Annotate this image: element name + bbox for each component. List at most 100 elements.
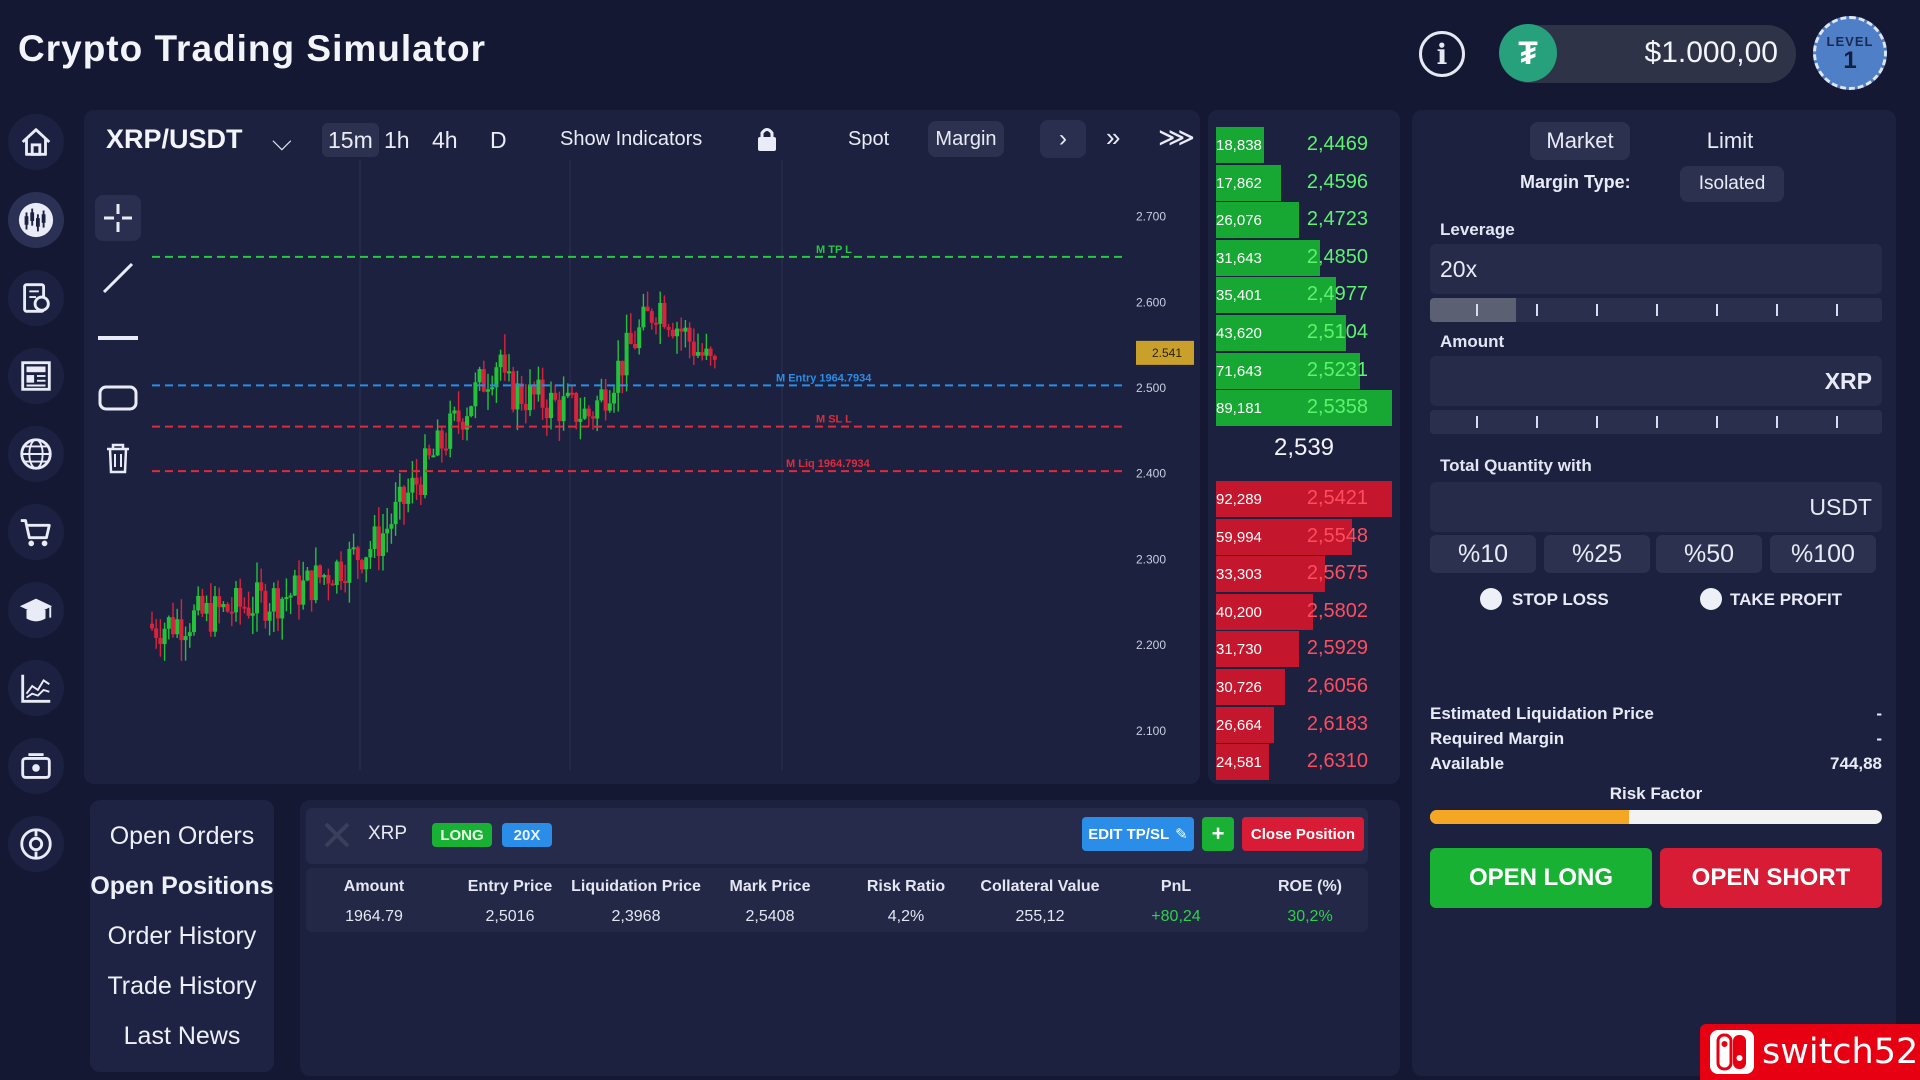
bid-row[interactable]: 40,200 2,5802 [1216,593,1392,630]
timeframe-4h[interactable]: 4h [432,127,458,153]
candle-body [221,604,226,608]
tab-open-orders[interactable]: Open Orders [109,822,255,850]
bid-row[interactable]: 30,726 2,6056 [1216,669,1392,705]
percent-50-button[interactable]: %50 [1656,535,1762,573]
ask-qty: 89,181 [1216,400,1262,418]
ask-row[interactable]: 18,838 2,4469 [1216,127,1392,163]
ask-row[interactable]: 17,862 2,4596 [1216,164,1392,201]
horizontal-line-icon[interactable] [95,315,141,361]
exchange-icon[interactable] [8,738,64,794]
ask-row[interactable]: 26,076 2,4723 [1216,202,1392,239]
tab-open-positions[interactable]: Open Positions [90,872,274,900]
candle-body [586,408,591,417]
ask-row[interactable]: 31,643 2,4850 [1216,239,1392,276]
double-chevron-icon[interactable]: » [1106,122,1121,152]
amount-slider[interactable] [1430,410,1882,434]
bid-row[interactable]: 24,581 2,6310 [1216,744,1392,781]
portfolio-icon[interactable] [8,270,64,326]
cart-icon[interactable] [8,504,64,560]
slider-tick [1536,416,1538,428]
position-column-value: 1964.79 [345,908,403,925]
percent-100-button[interactable]: %100 [1770,535,1876,573]
margin-type-select[interactable]: Isolated [1680,166,1784,202]
candle-body [162,628,167,645]
ask-row[interactable]: 71,643 2,5231 [1216,352,1392,389]
stop-loss-radio[interactable] [1480,588,1502,610]
tab-last-news[interactable]: Last News [123,1022,241,1050]
next-arrow-button[interactable]: › [1040,120,1086,158]
rectangle-icon[interactable] [95,375,141,421]
candle-body [679,328,684,332]
candle-body [603,389,608,411]
leverage-slider[interactable] [1430,298,1882,322]
bid-row[interactable]: 33,303 2,5675 [1216,556,1392,593]
open-long-button[interactable]: OPEN LONG [1430,848,1652,908]
bid-depth-bar [1216,744,1269,781]
bid-depth-bar [1216,593,1313,630]
trendline-icon[interactable] [95,255,141,301]
info-icon[interactable]: i [1419,31,1465,77]
ask-row[interactable]: 89,181 2,5358 [1216,390,1392,427]
ask-row[interactable]: 43,620 2,5104 [1216,315,1392,351]
candle-body [343,581,348,584]
chart-grid [359,160,783,770]
candle-body [456,410,461,422]
candle-body [234,588,238,613]
crosshair-icon[interactable] [95,195,141,241]
candle-body [288,595,293,598]
pair-selector[interactable]: XRP/USDT [106,124,243,154]
candle-body [259,582,264,591]
lock-icon[interactable] [756,126,778,157]
leverage-input[interactable]: 20x [1430,244,1882,294]
tab-trade-history[interactable]: Trade History [107,972,257,1000]
current-price-tag [1136,340,1194,365]
candle-body [654,322,658,325]
open-short-button[interactable]: OPEN SHORT [1660,848,1882,908]
percent-10-button[interactable]: %10 [1430,535,1536,573]
home-icon[interactable] [8,114,64,170]
candlestick-chart[interactable]: M TP L M Entry 1964.7934 M SL L M Liq 1964.… [140,160,1196,780]
bid-row[interactable]: 59,994 2,5548 [1216,518,1392,555]
limit-tab[interactable]: Limit [1706,128,1754,153]
timeframe-d[interactable]: D [490,127,507,153]
total-quantity-input[interactable]: USDT [1430,482,1882,532]
level-badge[interactable]: LEVEL 1 [1813,16,1887,90]
spot-tab[interactable]: Spot [848,128,890,150]
bid-row[interactable]: 26,664 2,6183 [1216,706,1392,743]
ask-qty: 35,401 [1216,287,1262,305]
timeframe-1h[interactable]: 1h [384,127,410,153]
show-indicators-button[interactable]: Show Indicators [560,128,703,150]
globe-icon[interactable] [8,426,64,482]
timeframe-15m[interactable]: 15m [322,123,379,157]
candle-body [204,603,209,614]
margin-tab[interactable]: Margin [928,121,1004,157]
ask-depth-bar [1216,127,1264,163]
chart-icon[interactable] [8,192,64,248]
tab-order-history[interactable]: Order History [107,922,257,950]
add-margin-button[interactable]: + [1202,817,1234,851]
candle-body [292,575,297,596]
ask-price: 2,5358 [1306,396,1368,419]
close-position-button[interactable]: Close Position [1242,817,1364,851]
bid-row[interactable]: 92,289 2,5421 [1216,481,1392,517]
news-icon[interactable] [8,348,64,404]
chevron-down-icon[interactable]: ⌵ [272,126,292,156]
market-tab[interactable]: Market [1530,122,1630,160]
candle-body [641,306,646,328]
academy-icon[interactable] [8,582,64,638]
bid-qty: 31,730 [1216,641,1262,659]
candle-body [431,455,436,458]
percent-25-button[interactable]: %25 [1544,535,1650,573]
position-column-value: 255,12 [1015,908,1065,925]
leverage-slider-fill [1430,298,1516,322]
candle-body [276,588,280,619]
edit-tpsl-button[interactable]: EDIT TP/SL ✎ [1082,817,1194,851]
take-profit-radio[interactable] [1700,588,1722,610]
trash-icon[interactable] [95,435,141,481]
bid-row[interactable]: 31,730 2,5929 [1216,631,1392,668]
amount-input[interactable]: XRP [1430,356,1882,406]
analytics-icon[interactable] [8,660,64,716]
ask-row[interactable]: 35,401 2,4977 [1216,277,1392,314]
triple-chevron-icon[interactable]: ⋙ [1158,122,1195,152]
settings-icon[interactable] [8,816,64,872]
